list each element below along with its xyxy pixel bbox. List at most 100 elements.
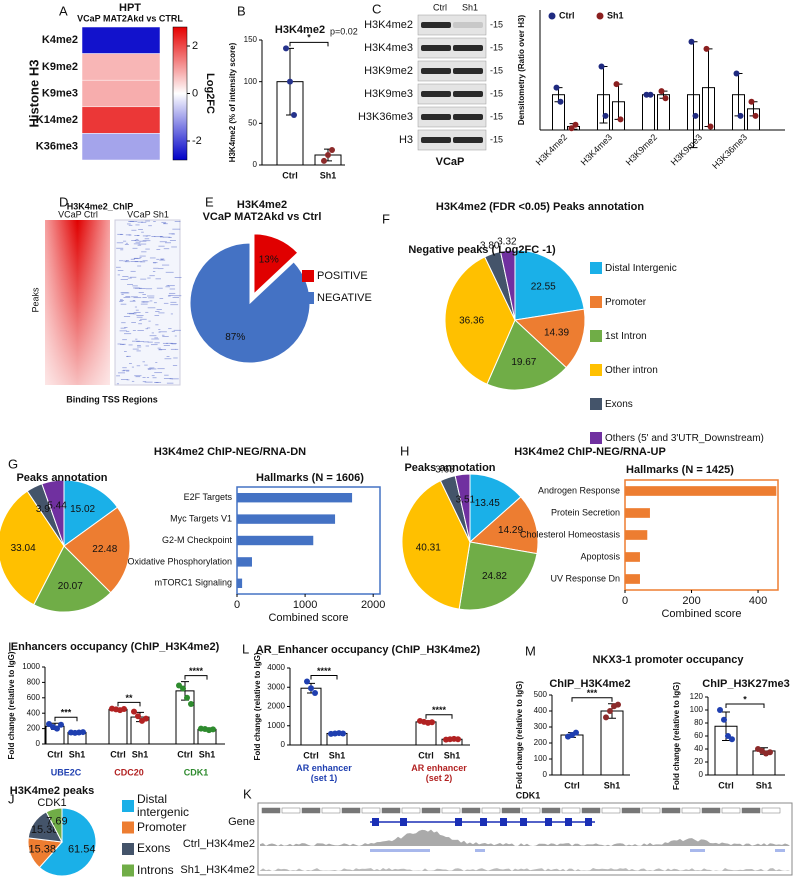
legend-label: Distal intergenic [137,792,190,819]
blot-band [421,137,451,143]
y-tick-label: Protein Secretion [551,507,620,517]
data-point [662,95,669,102]
ideogram-band [701,807,721,814]
blot-strip [417,14,487,36]
ideogram-band [561,807,581,814]
group-heading: H3K4me2 ChIP-NEG/RNA-DN [154,446,306,458]
panel-letter: J [8,791,15,806]
y-tick-label: Androgen Response [538,485,620,495]
y-tick-label: E2F Targets [184,492,233,502]
ideogram-band [621,807,641,814]
blot-band [421,68,451,74]
pie-slice [444,256,516,385]
legend-label-box: Promoter [605,297,646,308]
ideogram-band [501,807,521,814]
data-point [737,112,744,119]
blot-band [421,45,451,51]
data-point [553,84,560,91]
data-point [54,725,60,732]
x-tick-label: Ctrl [303,750,319,760]
browser-frame [257,802,793,876]
data-point [692,112,699,119]
significance-label: **** [189,666,204,676]
x-tick-label: Sh1 [444,750,461,760]
legend-swatch [590,398,602,410]
ctrl-peak [690,849,705,852]
panel-letter: M [525,643,536,658]
y-tick-label: mTORC1 Signaling [155,578,232,588]
legend-label: Exons [605,398,633,410]
x-tick-label: 200 [682,595,700,607]
legend-label: Ctrl [559,10,575,20]
data-point [707,123,714,130]
group-label: CDK1 [184,767,209,777]
data-point [725,733,731,739]
row-label: K4me2 [42,34,78,46]
ideogram-band [321,807,341,814]
lane-label: Ctrl [433,2,447,12]
chip-heatmap-fade [45,220,110,385]
y-axis-label: Fold change (relative to IgG) [7,651,16,759]
data-point [184,694,190,701]
legend-label-box: Others (5' and 3'UTR_Downstream) [605,432,764,444]
chip-x-label: Binding TSS Regions [66,394,158,404]
heatmap-cell [81,26,161,54]
panel-letter: G [8,456,18,471]
gene-exon [455,818,462,826]
legend-label: 1st Intron [605,330,647,342]
data-point [455,736,461,743]
legend-label: Others (5' and 3'UTR_Downstream) [605,432,764,444]
sh1-signal [260,868,790,871]
pie-slice [454,473,471,543]
chart-title: ChIP_H3K4me2 [549,678,630,690]
legend-marker [596,12,604,20]
blot-row-label: H3K9me2 [364,65,413,77]
data-point [340,730,346,737]
pie-slice [63,479,119,547]
y-tick-label: 120 [690,692,704,701]
ideogram-band [461,807,481,814]
bar [625,530,648,540]
ideogram-band [441,807,461,814]
bar [108,708,128,745]
y-tick-label: 0 [543,770,548,779]
legend-label: Sh1 [607,10,624,20]
value-label: 24.82 [482,571,507,582]
x-tick-label: Ctrl [718,780,734,790]
pie-slice [253,233,299,295]
lane-label: Sh1 [462,2,478,12]
legend-label-box: Other intron [605,365,658,376]
pie-slice [468,496,539,555]
data-point [283,45,289,52]
chart-title: H3K4me2 (FDR <0.05) Peaks annotation [436,201,644,213]
ideogram-band [301,807,321,814]
y-tick-label: 0 [699,770,704,779]
marker-label: -15 [490,19,503,29]
marker-label: -15 [490,134,503,144]
data-point [325,152,331,158]
bar [237,535,314,546]
blot-strip [417,60,487,82]
y-tick-label: Cholesterol Homeostasis [520,529,621,539]
pie-slice [401,480,471,610]
row-label: K9me2 [42,61,78,73]
marker-label: -15 [490,65,503,75]
legend-label-box: Introns [137,863,174,876]
data-point [180,685,186,692]
x-tick-label: H3K4me2 [534,132,569,167]
data-point [658,88,665,95]
data-point [733,70,740,77]
y-tick-label: 4000 [267,663,285,672]
x-axis-label: Combined score [661,608,741,620]
blot-row-label: H3K9me3 [364,88,413,100]
y-tick-label: 0 [36,739,41,748]
chart-title: Hallmarks (N = 1606) [256,472,364,484]
data-point [607,708,613,714]
chart-title: ChIP_H3K27me3 [702,678,789,690]
chip-heatmap-sh1 [114,219,181,386]
group-label: CDC20 [114,767,144,777]
y-tick-label: 20 [694,757,703,766]
x-tick-label: Ctrl [47,749,63,759]
panel-letter: F [382,211,390,226]
y-tick-label: 50 [248,118,257,127]
